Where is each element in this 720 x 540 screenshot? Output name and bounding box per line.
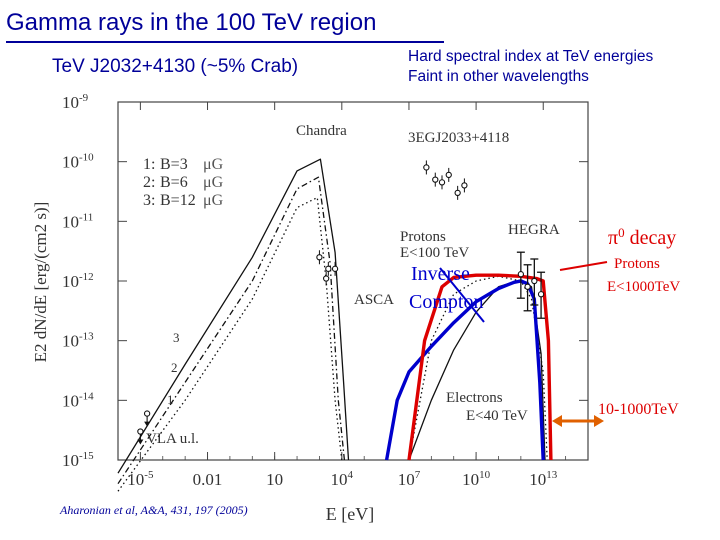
legend-label: B=6 xyxy=(160,174,188,191)
annotation-label: Electrons xyxy=(446,390,503,406)
data-point xyxy=(325,265,332,272)
data-point xyxy=(323,275,330,282)
y-tick-label: 10-15 xyxy=(62,450,94,470)
range-arrowhead-left xyxy=(552,415,562,427)
annotation-label: E<40 TeV xyxy=(466,408,528,424)
annotation-label: Inverse xyxy=(411,263,470,285)
legend-label: B=3 xyxy=(160,156,188,173)
series-line xyxy=(117,176,346,485)
data-point xyxy=(454,189,461,197)
annotation-label: ASCA xyxy=(354,292,394,308)
x-tick-label: 107 xyxy=(398,469,421,489)
series-line xyxy=(117,196,343,492)
slide-title: Gamma rays in the 100 TeV region xyxy=(6,9,377,36)
data-point xyxy=(445,171,452,179)
note-line: Hard spectral index at TeV energies xyxy=(408,48,654,65)
annotation-label: VLA u.l. xyxy=(146,431,199,447)
notes: Hard spectral index at TeV energies Fain… xyxy=(408,47,653,87)
data-point xyxy=(423,164,430,171)
annotation-label: π0 decay xyxy=(608,225,676,249)
data-point xyxy=(137,428,144,435)
data-point xyxy=(517,271,525,278)
x-tick-label: 1013 xyxy=(529,469,558,489)
series-line xyxy=(117,158,350,474)
legend-index: 3: xyxy=(143,192,155,209)
citation: Aharonian et al, A&A, 431, 197 (2005) xyxy=(60,503,248,517)
y-tick-label: 10-14 xyxy=(62,390,94,410)
data-point xyxy=(432,176,439,183)
note-line: Faint in other wavelengths xyxy=(408,68,589,85)
x-tick-label: 10-5 xyxy=(127,469,154,489)
plot-frame xyxy=(117,101,589,461)
x-tick-label: 1010 xyxy=(462,469,491,489)
legend-label: B=12 xyxy=(160,192,196,209)
pointer-line xyxy=(439,267,485,323)
annotation-label: Compton xyxy=(409,291,483,313)
legend-unit: μG xyxy=(203,174,224,191)
annotation-label: 3EGJ2033+4118 xyxy=(408,130,509,146)
data-point xyxy=(531,277,538,285)
y-tick-label: 10-13 xyxy=(62,331,94,351)
annotation-label: HEGRA xyxy=(508,222,560,238)
pointer-line xyxy=(559,261,608,271)
range-arrowhead-right xyxy=(594,415,604,427)
data-point xyxy=(537,291,545,298)
y-tick-label: 10-10 xyxy=(62,152,94,172)
data-point xyxy=(438,179,446,186)
data-point xyxy=(524,283,531,290)
x-axis-label: E [eV] xyxy=(326,504,374,524)
y-tick-label: 10-9 xyxy=(62,92,89,112)
measurement-points xyxy=(137,160,546,445)
legend-index: 2: xyxy=(143,174,155,191)
upper-limit-arrowhead xyxy=(137,439,144,445)
annotation-label: Protons xyxy=(400,229,446,245)
y-tick-label: 10-12 xyxy=(62,271,94,291)
upper-limit-arrowhead xyxy=(144,421,151,427)
annotation-label: Chandra xyxy=(296,123,347,139)
annotation-label: E<100 TeV xyxy=(400,245,469,261)
data-point xyxy=(331,265,339,272)
legend-index: 1: xyxy=(143,156,155,173)
slide-subtitle: TeV J2032+4130 (~5% Crab) xyxy=(52,56,299,77)
legend-unit: μG xyxy=(203,156,224,173)
title-underline xyxy=(6,41,444,43)
x-tick-label: 0.01 xyxy=(193,470,223,489)
legend-unit: μG xyxy=(203,192,224,209)
annotation-label: 10-1000TeV xyxy=(598,401,679,418)
series-line xyxy=(407,273,553,461)
annotation-label: 2 xyxy=(171,360,178,375)
y-tick-label: 10-11 xyxy=(62,211,93,231)
x-tick-label: 10 xyxy=(266,470,283,489)
annotation-label: Protons xyxy=(614,256,660,272)
data-point xyxy=(143,410,151,417)
x-tick-label: 104 xyxy=(331,469,354,489)
data-point xyxy=(316,254,323,261)
data-point xyxy=(461,182,468,189)
axis-ticks: 10-5 0.01 10 104 107 1010 1013 10-9 10-10 10-11 10… xyxy=(31,92,589,524)
annotation-label: E<1000TeV xyxy=(607,279,680,295)
annotation-label: 1 xyxy=(167,392,174,407)
y-axis-label: E2 dN/dE [erg/(cm2 s)] xyxy=(31,202,50,363)
annotation-label: 3 xyxy=(173,330,180,345)
